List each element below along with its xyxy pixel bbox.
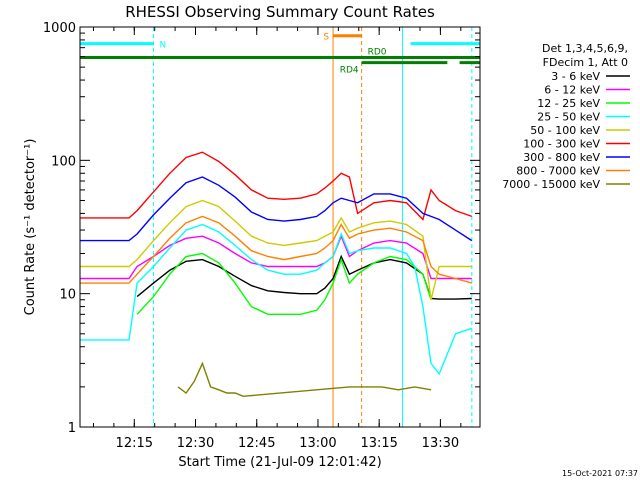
x-tick-label-0: 12:15: [116, 436, 153, 451]
series-line-5: [80, 151, 473, 221]
series-line-3: [80, 223, 473, 376]
series-line-4: [80, 199, 472, 300]
legend-label-8: 7000 - 15000 keV: [502, 178, 600, 191]
annotation-label-rd4: RD4: [340, 66, 359, 76]
legend-header-0: Det 1,3,4,5,6,9,: [542, 42, 628, 55]
x-tick-label-5: 13:30: [422, 436, 459, 451]
legend-label-0: 3 - 6 keV: [551, 70, 600, 83]
series-line-7: [80, 215, 472, 284]
annotation-label-n: N: [159, 41, 166, 51]
x-tick-label-1: 12:30: [177, 436, 214, 451]
series-line-0: [136, 254, 472, 300]
x-tick-label-3: 13:00: [299, 436, 336, 451]
legend-label-1: 6 - 12 keV: [544, 84, 600, 97]
x-axis: 12:15 12:30 12:45 13:00 13:15 13:30: [92, 27, 462, 451]
y-tick-label-3: 1000: [43, 21, 76, 36]
y-tick-label-0: 1: [68, 421, 76, 436]
y-tick-label-2: 100: [51, 154, 76, 169]
legend-label-2: 12 - 25 keV: [537, 97, 600, 110]
chart-title: RHESSI Observing Summary Count Rates: [125, 3, 435, 21]
legend: Det 1,3,4,5,6,9,FDecim 1, Att 03 - 6 keV…: [502, 42, 630, 191]
legend-label-3: 25 - 50 keV: [537, 111, 600, 124]
legend-label-4: 50 - 100 keV: [530, 124, 600, 137]
series-line-6: [80, 176, 473, 242]
x-axis-label: Start Time (21-Jul-09 12:01:42): [178, 455, 381, 470]
legend-label-6: 300 - 800 keV: [523, 151, 600, 164]
y-axis-label: Count Rate (s⁻¹ detector⁻¹): [23, 139, 38, 316]
y-tick-label-1: 10: [59, 288, 76, 303]
plot-frame: [79, 26, 481, 428]
legend-label-7: 800 - 7000 keV: [516, 165, 600, 178]
series-line-8: [177, 361, 432, 398]
series-line-2: [136, 252, 432, 315]
y-axis: 1 10 100 1000: [43, 21, 480, 436]
timestamp: 15-Oct-2021 07:37: [562, 469, 638, 478]
x-tick-label-2: 12:45: [238, 436, 275, 451]
x-tick-label-4: 13:15: [360, 436, 397, 451]
annotation-label-s: S: [323, 33, 329, 43]
legend-label-5: 100 - 300 keV: [523, 138, 600, 151]
plot-area: N S RD0 RD4: [80, 27, 480, 427]
annotation-label-rd0: RD0: [368, 48, 387, 58]
legend-header-1: FDecim 1, Att 0: [543, 56, 628, 69]
